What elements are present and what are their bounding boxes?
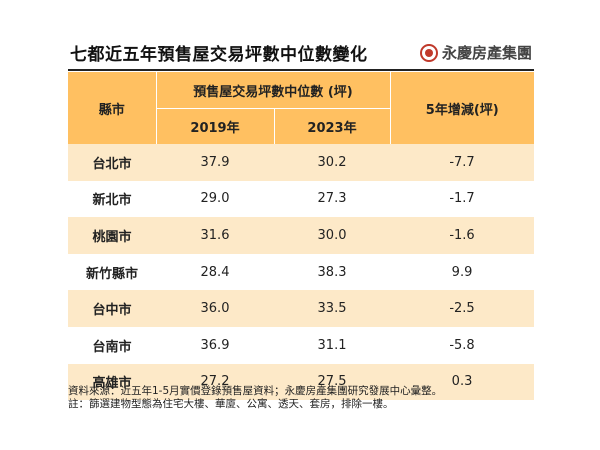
header-change: 5年增減(坪) <box>390 72 535 144</box>
cell-change: 9.9 <box>390 253 535 291</box>
cell-city: 台中市 <box>68 290 156 327</box>
cell-2023: 27.5 <box>274 363 391 401</box>
cell-2023: 30.2 <box>274 144 391 181</box>
cell-2023: 38.3 <box>274 253 391 291</box>
cell-2019: 36.9 <box>156 326 274 364</box>
table-row: 台北市 37.9 30.2 -7.7 <box>68 144 535 181</box>
cell-2023: 27.3 <box>274 180 391 218</box>
cell-city: 新竹縣市 <box>68 253 156 291</box>
cell-city: 新北市 <box>68 180 156 218</box>
page-title: 七都近五年預售屋交易坪數中位數變化 <box>70 45 368 65</box>
title-divider <box>68 69 534 71</box>
header-year-2019: 2019年 <box>156 108 275 144</box>
cell-change: -1.7 <box>390 180 535 218</box>
table-body: 台北市 37.9 30.2 -7.7 新北市 29.0 27.3 -1.7 桃園… <box>68 144 535 401</box>
cell-2023: 30.0 <box>274 217 391 254</box>
table-row: 高雄市 27.2 27.5 0.3 <box>68 363 535 401</box>
remark-note: 註：篩選建物型態為住宅大樓、華廈、公寓、透天、套房，排除一樓。 <box>68 398 394 410</box>
cell-change: -5.8 <box>390 326 535 364</box>
footnotes: 資料來源：近五年1-5月實價登錄預售屋資料；永慶房產集團研究發展中心彙整。 註：… <box>68 385 442 411</box>
cell-2019: 28.4 <box>156 253 274 291</box>
cell-2023: 31.1 <box>274 326 391 364</box>
table-row: 新竹縣市 28.4 38.3 9.9 <box>68 253 535 291</box>
cell-2023: 33.5 <box>274 290 391 327</box>
cell-2019: 36.0 <box>156 290 274 327</box>
brand-name: 永慶房產集團 <box>442 44 533 62</box>
cell-2019: 31.6 <box>156 217 274 254</box>
cell-change: -1.6 <box>390 217 535 254</box>
data-table: 縣市 預售屋交易坪數中位數 (坪) 5年增減(坪) 2019年 2023年 台北… <box>68 72 535 401</box>
header-city: 縣市 <box>68 72 157 144</box>
cell-2019: 37.9 <box>156 144 274 181</box>
header-group: 預售屋交易坪數中位數 (坪) <box>156 72 391 109</box>
table-row: 台中市 36.0 33.5 -2.5 <box>68 290 535 327</box>
table-header: 縣市 預售屋交易坪數中位數 (坪) 5年增減(坪) 2019年 2023年 <box>68 72 535 144</box>
cell-change: 0.3 <box>390 363 535 401</box>
source-note: 資料來源：近五年1-5月實價登錄預售屋資料；永慶房產集團研究發展中心彙整。 <box>68 385 443 397</box>
cell-city: 桃園市 <box>68 217 156 254</box>
brand: 永慶房產集團 <box>420 42 532 63</box>
header-year-2023: 2023年 <box>274 108 391 144</box>
cell-2019: 29.0 <box>156 180 274 218</box>
table-row: 新北市 29.0 27.3 -1.7 <box>68 180 535 218</box>
brand-logo-icon <box>420 43 438 62</box>
cell-city: 高雄市 <box>68 363 156 401</box>
cell-city: 台北市 <box>68 144 156 181</box>
cell-2019: 27.2 <box>156 363 274 401</box>
table-row: 台南市 36.9 31.1 -5.8 <box>68 326 535 364</box>
table-row: 桃園市 31.6 30.0 -1.6 <box>68 217 535 254</box>
cell-city: 台南市 <box>68 326 156 364</box>
cell-change: -2.5 <box>390 290 535 327</box>
cell-change: -7.7 <box>390 144 535 181</box>
